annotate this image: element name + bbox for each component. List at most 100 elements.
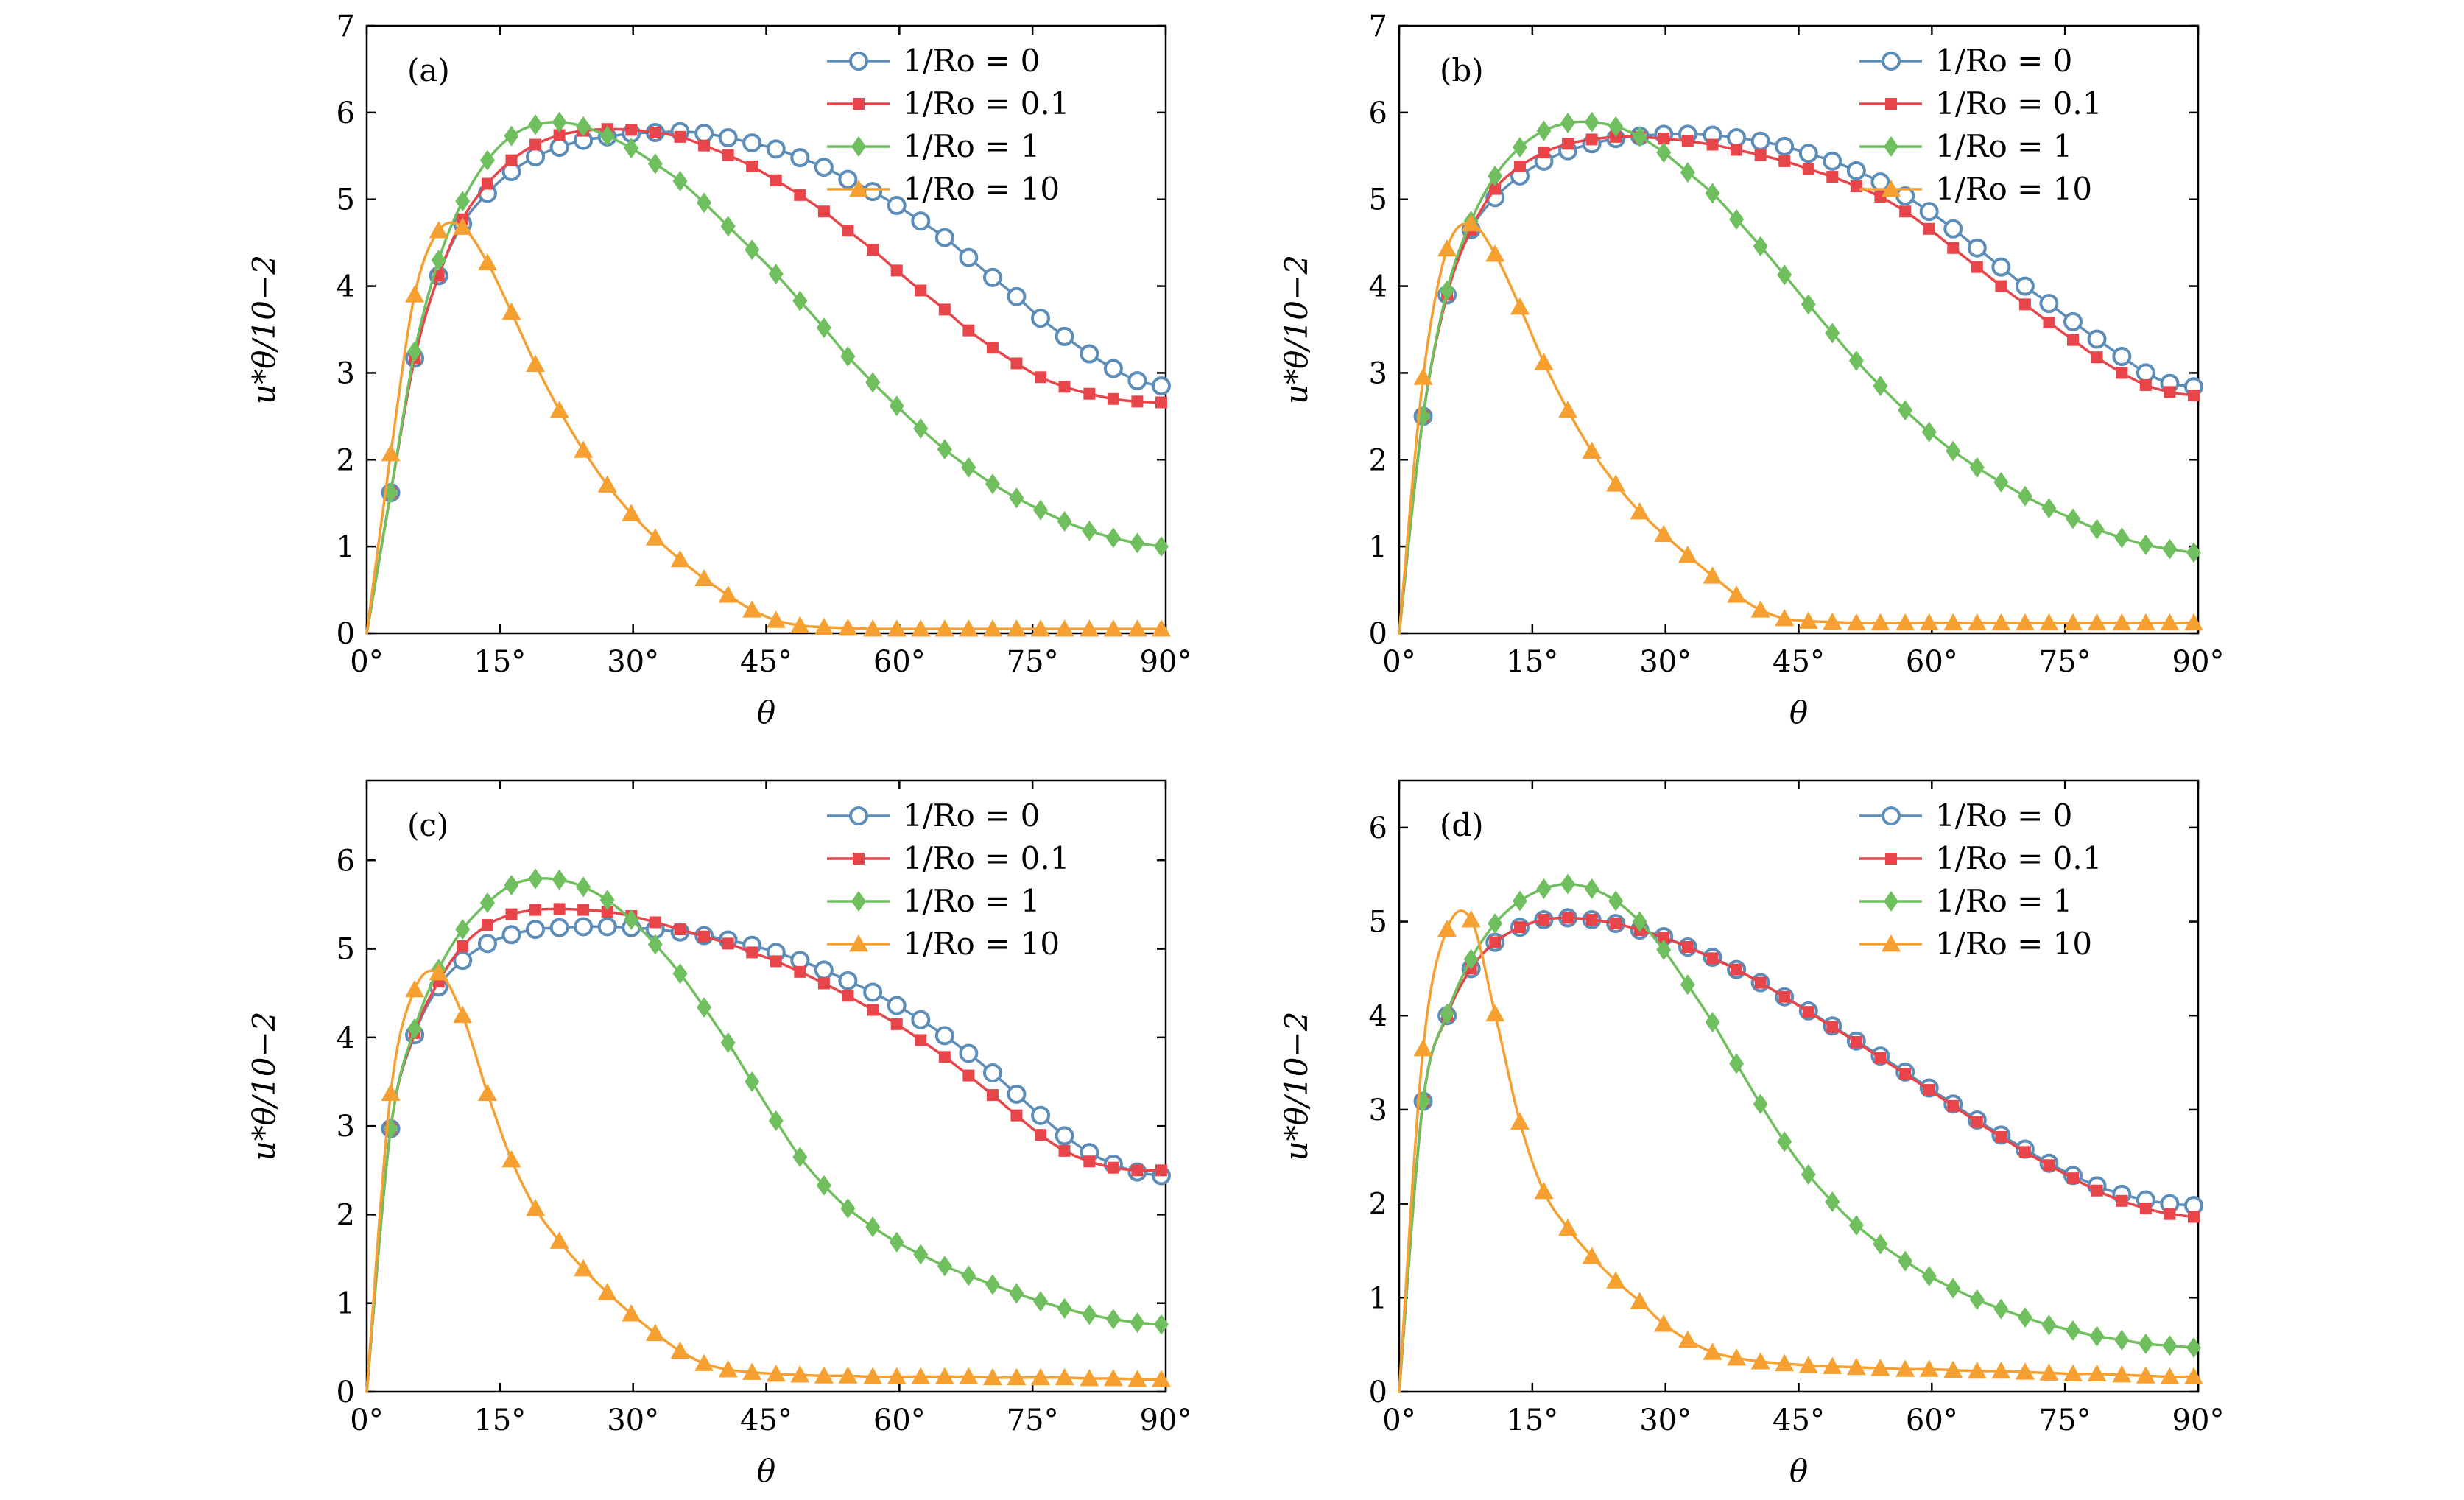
- data-point: [863, 619, 883, 637]
- data-point: [2043, 317, 2055, 329]
- legend-marker: [849, 934, 868, 952]
- data-point: [814, 158, 834, 177]
- data-point: [2067, 1172, 2080, 1185]
- data-point: [1608, 890, 1624, 912]
- x-tick-label: 45°: [1773, 645, 1825, 679]
- data-point: [501, 925, 521, 945]
- data-point: [838, 1366, 858, 1384]
- data-point: [1873, 376, 1888, 397]
- y-tick-label: 3: [337, 1110, 355, 1144]
- data-point: [1846, 161, 1866, 180]
- data-point: [840, 346, 856, 367]
- data-point: [504, 874, 519, 895]
- data-point: [1727, 585, 1747, 603]
- data-point: [1035, 1129, 1047, 1141]
- data-point: [887, 619, 907, 637]
- data-point: [1536, 120, 1552, 141]
- data-point: [814, 617, 834, 635]
- data-point: [477, 934, 497, 954]
- data-point: [961, 1265, 976, 1286]
- data-point: [1846, 613, 1866, 631]
- data-point: [911, 1010, 931, 1029]
- data-point: [1923, 222, 1935, 235]
- data-point: [1750, 131, 1770, 151]
- data-point: [2116, 1194, 2128, 1207]
- data-point: [838, 971, 858, 990]
- data-point: [2087, 329, 2107, 349]
- data-point: [505, 908, 518, 920]
- data-point: [1485, 244, 1505, 262]
- data-point: [698, 139, 711, 152]
- data-point: [1775, 136, 1795, 156]
- data-point: [865, 1216, 881, 1238]
- data-point: [1967, 613, 1987, 631]
- data-point: [2139, 378, 2152, 391]
- panel-label: (a): [407, 52, 450, 88]
- x-axis-title: θ: [1789, 1453, 1808, 1489]
- data-point: [1107, 1161, 1119, 1174]
- data-point: [528, 114, 543, 135]
- x-tick-label: 75°: [2039, 1404, 2091, 1437]
- y-tick-label: 4: [337, 270, 355, 304]
- y-tick-label: 0: [1369, 1376, 1387, 1409]
- series-line: [1398, 135, 2195, 635]
- data-point: [1437, 239, 1457, 257]
- data-point: [2187, 1211, 2200, 1223]
- data-point: [2186, 1337, 2201, 1358]
- data-point: [405, 285, 425, 303]
- data-point: [1775, 608, 1795, 627]
- data-point: [1630, 502, 1650, 520]
- legend-label: 1/Ro = 0.1: [1935, 840, 2102, 876]
- data-point: [1082, 520, 1097, 541]
- data-point: [1705, 1012, 1720, 1033]
- data-point: [1512, 890, 1527, 912]
- y-axis-title: u*θ/10−2: [246, 255, 282, 404]
- data-point: [838, 169, 858, 189]
- data-point: [670, 1341, 690, 1359]
- legend-label: 1/Ro = 10: [903, 926, 1060, 962]
- data-point: [1678, 1330, 1697, 1348]
- data-point: [1007, 1367, 1027, 1386]
- legend-marker: [1882, 806, 1901, 825]
- data-point: [792, 1147, 808, 1168]
- data-point: [2186, 542, 2201, 563]
- legend-marker: [1885, 853, 1897, 865]
- data-point: [1825, 323, 1840, 344]
- data-point: [2164, 386, 2176, 398]
- y-tick-label: 5: [1369, 906, 1387, 940]
- series-line: [365, 925, 1163, 1393]
- y-tick-label: 4: [337, 1021, 355, 1055]
- data-point: [1058, 1144, 1071, 1157]
- data-point: [1802, 163, 1814, 175]
- data-point: [2087, 613, 2107, 631]
- data-point: [1606, 474, 1626, 492]
- data-point: [2112, 1365, 2132, 1383]
- data-point: [2063, 1364, 2083, 1382]
- data-point: [742, 1362, 762, 1380]
- data-point: [1899, 1068, 1912, 1080]
- data-point: [913, 418, 929, 439]
- data-point: [1558, 401, 1578, 418]
- y-tick-label: 1: [1369, 1281, 1387, 1315]
- y-tick-label: 5: [337, 933, 355, 967]
- y-tick-label: 0: [337, 1376, 355, 1409]
- data-point: [1658, 133, 1670, 145]
- legend-label: 1/Ro = 0.1: [903, 840, 1069, 876]
- data-point: [1031, 309, 1051, 328]
- legend-label: 1/Ro = 10: [903, 171, 1060, 207]
- legend-marker: [853, 853, 865, 865]
- data-point: [694, 568, 714, 587]
- data-point: [792, 290, 808, 311]
- data-point: [982, 1063, 1002, 1082]
- data-point: [911, 1367, 931, 1384]
- data-point: [1058, 381, 1071, 393]
- data-point: [1919, 1359, 1939, 1377]
- data-point: [1130, 1312, 1145, 1334]
- series-ro-0: [365, 917, 1171, 1393]
- data-point: [790, 616, 810, 633]
- data-point: [1153, 536, 1169, 557]
- data-point: [1727, 128, 1747, 148]
- y-axis-title: u*θ/10−2: [1278, 1012, 1314, 1161]
- y-tick-label: 3: [1369, 356, 1387, 390]
- legend-label: 1/Ro = 1: [1935, 883, 2072, 919]
